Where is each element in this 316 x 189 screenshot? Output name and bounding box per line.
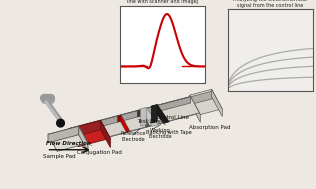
Polygon shape: [85, 97, 191, 131]
Polygon shape: [137, 110, 141, 117]
Polygon shape: [140, 108, 146, 126]
Text: Conjugation Pad: Conjugation Pad: [77, 145, 122, 155]
Polygon shape: [118, 115, 121, 122]
Text: Sample Pad: Sample Pad: [43, 154, 76, 159]
Circle shape: [57, 119, 64, 127]
Polygon shape: [212, 89, 222, 116]
Polygon shape: [69, 120, 101, 138]
Text: Working
Electrode: Working Electrode: [149, 121, 172, 139]
Polygon shape: [190, 95, 200, 122]
Text: Reference
Electrode: Reference Electrode: [121, 126, 146, 142]
Text: Absorption Pad: Absorption Pad: [189, 125, 231, 130]
Polygon shape: [69, 97, 191, 131]
Polygon shape: [151, 105, 169, 123]
Polygon shape: [69, 120, 110, 147]
Polygon shape: [48, 126, 79, 143]
Text: Flow Direction: Flow Direction: [46, 141, 91, 146]
Polygon shape: [137, 110, 150, 127]
Polygon shape: [79, 126, 88, 152]
Text: Backing with Tape: Backing with Tape: [146, 118, 191, 136]
Text: Test Line: Test Line: [133, 119, 161, 135]
Title: Analyzing the electrochemical
signal from the control line: Analyzing the electrochemical signal fro…: [233, 0, 307, 8]
Title: Intensity analysis of the test
line with scanner and ImageJ: Intensity analysis of the test line with…: [127, 0, 198, 4]
Polygon shape: [48, 126, 88, 151]
Polygon shape: [85, 97, 199, 141]
Text: Control Line: Control Line: [152, 115, 189, 129]
Polygon shape: [118, 115, 130, 132]
Polygon shape: [101, 120, 110, 147]
Polygon shape: [140, 108, 158, 126]
Polygon shape: [190, 89, 222, 115]
Polygon shape: [151, 105, 157, 123]
Polygon shape: [191, 91, 213, 105]
Polygon shape: [68, 96, 200, 146]
